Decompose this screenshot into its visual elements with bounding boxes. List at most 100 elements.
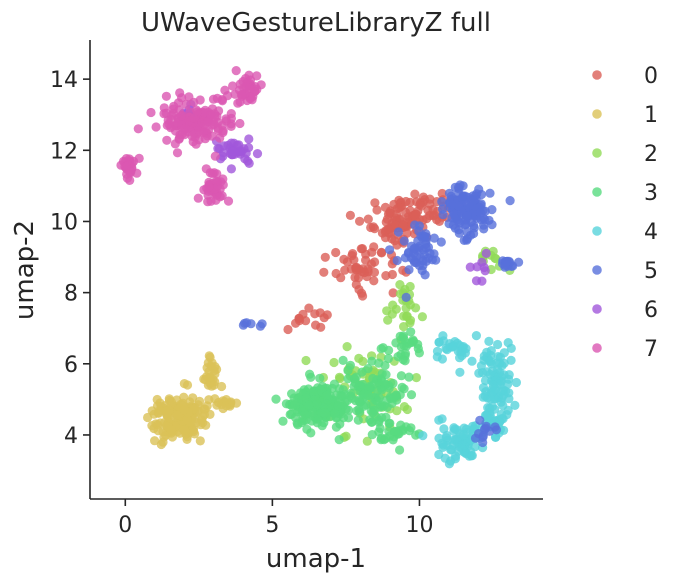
data-point [312, 399, 322, 409]
data-point [402, 404, 412, 415]
data-point [380, 202, 391, 212]
data-point [236, 90, 246, 100]
data-point [306, 428, 316, 438]
data-point [493, 339, 503, 350]
data-point [458, 430, 469, 440]
data-point [235, 97, 245, 107]
data-point [481, 248, 491, 258]
data-point [511, 377, 521, 388]
data-point [476, 208, 486, 218]
data-point [255, 321, 265, 331]
legend-marker [592, 70, 602, 80]
data-point [289, 400, 299, 410]
data-point [489, 394, 499, 404]
data-point [153, 426, 163, 436]
data-point [368, 373, 378, 384]
data-point [338, 355, 348, 365]
data-point [367, 430, 377, 440]
data-point [331, 422, 341, 432]
data-point [478, 383, 489, 393]
data-point [213, 144, 223, 154]
data-point [204, 182, 214, 192]
data-point [392, 209, 402, 219]
data-point [143, 412, 153, 423]
data-point [338, 413, 349, 423]
data-point [401, 196, 411, 207]
data-point [166, 425, 176, 435]
data-point [395, 280, 405, 290]
legend-marker [592, 109, 602, 119]
data-point [421, 229, 431, 239]
data-point [398, 220, 408, 230]
data-point [496, 409, 506, 419]
data-point [199, 374, 209, 384]
data-point [304, 400, 314, 410]
data-point [209, 380, 219, 390]
data-point [381, 433, 391, 444]
data-point [189, 426, 199, 437]
data-point [460, 348, 470, 358]
data-point [361, 255, 371, 265]
data-point [469, 228, 479, 239]
data-point [231, 66, 241, 76]
data-point [152, 394, 162, 405]
data-point [329, 357, 339, 368]
data-point [322, 390, 332, 400]
legend-marker [592, 148, 602, 158]
data-point [488, 386, 498, 396]
data-point [235, 118, 245, 129]
data-point [387, 269, 397, 280]
y-axis-ticks: 4 6 8 10 12 14 [50, 68, 90, 449]
data-point [487, 205, 497, 215]
data-point [363, 364, 373, 374]
data-point [341, 431, 351, 441]
series-4-points [418, 331, 521, 469]
data-point [305, 369, 315, 379]
data-point [409, 336, 419, 346]
data-point [391, 390, 401, 400]
data-point [458, 181, 468, 191]
data-point [361, 400, 371, 410]
data-point [487, 220, 497, 230]
data-point [351, 279, 361, 290]
data-point [210, 369, 220, 379]
data-point [499, 358, 509, 368]
data-point [311, 320, 321, 330]
data-point [377, 228, 387, 238]
data-point [418, 431, 428, 441]
data-point [188, 393, 198, 403]
data-point [411, 209, 421, 219]
data-point [226, 164, 236, 174]
data-point [150, 436, 160, 446]
data-point [347, 393, 357, 403]
data-point [406, 327, 416, 337]
data-point [374, 358, 384, 368]
data-point [333, 400, 343, 411]
data-point [437, 438, 447, 448]
data-point [182, 415, 192, 425]
legend-marker [592, 343, 602, 353]
data-point [382, 306, 392, 316]
data-point [434, 337, 444, 347]
data-point [418, 256, 428, 266]
data-point [437, 414, 447, 424]
data-point [397, 382, 407, 392]
legend-marker [592, 304, 602, 314]
data-point [385, 245, 395, 255]
data-point [363, 267, 373, 277]
data-point [304, 303, 314, 313]
data-point [383, 315, 393, 325]
data-point [218, 126, 228, 136]
data-point [364, 383, 374, 393]
data-point [500, 260, 510, 270]
data-point [453, 446, 463, 456]
data-point [429, 249, 439, 259]
x-tick-label: 0 [118, 513, 132, 538]
legend-label: 5 [644, 259, 658, 284]
data-point [146, 107, 156, 118]
data-point [479, 224, 489, 234]
data-point [271, 394, 281, 404]
legend-label: 1 [644, 103, 658, 128]
data-point [331, 268, 341, 279]
data-point [410, 243, 420, 253]
